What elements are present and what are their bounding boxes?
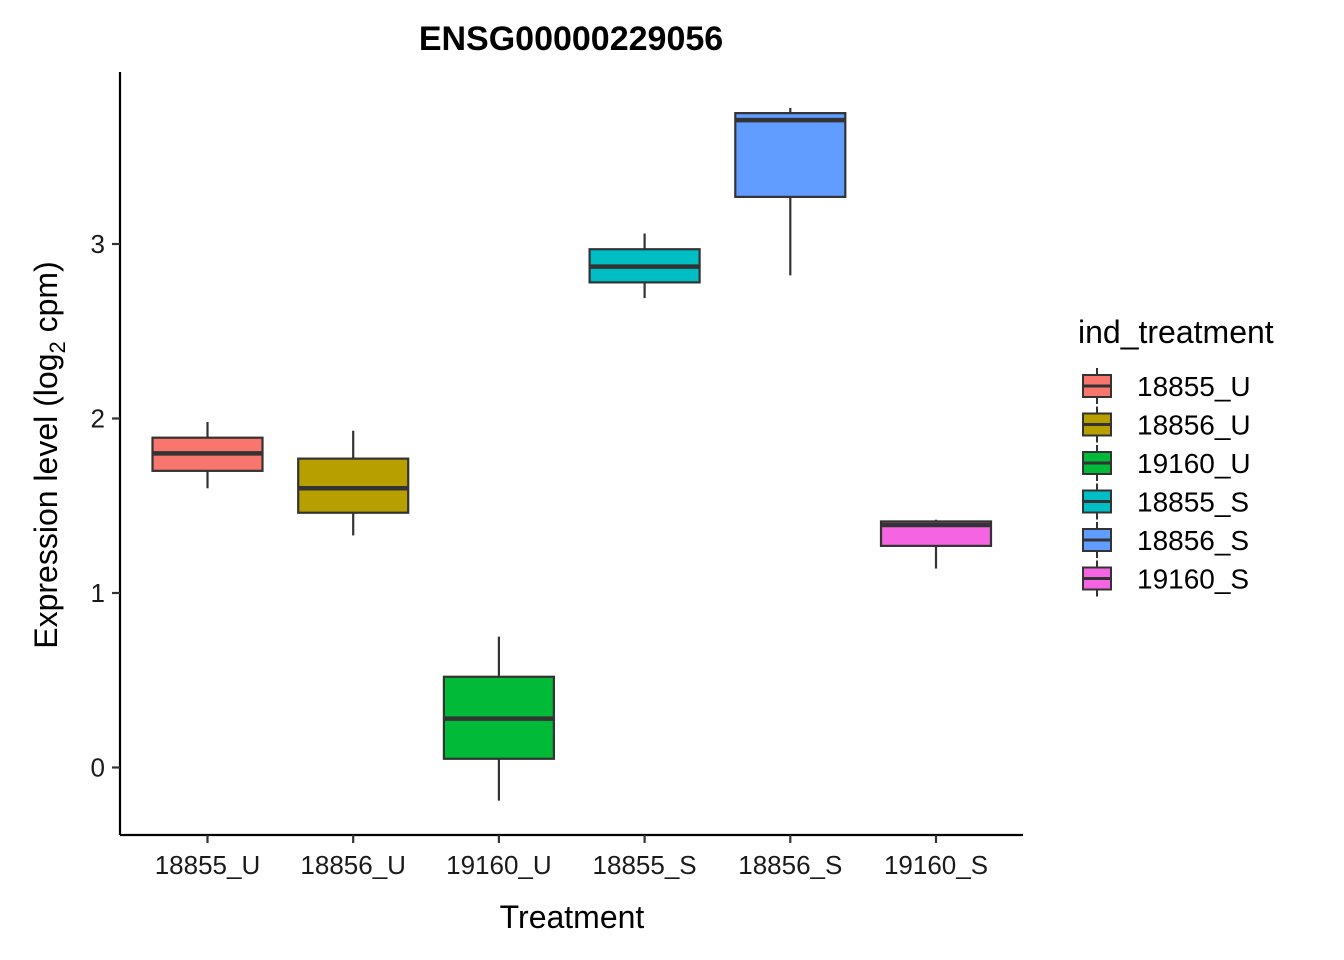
legend-label: 19160_U [1137,448,1251,479]
x-tick-label: 18856_U [300,850,406,880]
legend-item-19160_U: 19160_U [1082,445,1251,481]
y-ticks: 0 1 2 3 [91,229,120,783]
box-18855_S [588,233,701,299]
y-tick-label: 2 [91,404,105,434]
legend-label: 18856_S [1137,525,1249,556]
x-ticks: 18855_U 18856_U 19160_U 18855_S 18856_S 19160… [155,835,988,880]
box-iqr [297,457,410,514]
y-axis-title: Expression level (log2 cpm) [28,261,70,649]
box-iqr [734,112,847,198]
box-19160_S [879,519,993,569]
box-18856_U [297,430,410,536]
x-axis-title: Treatment [500,899,645,935]
y-tick-label: 1 [91,578,105,608]
legend-label: 18856_U [1137,410,1251,441]
legend: ind_treatment 18855_U 18856_U 19160_U 18855… [1078,314,1274,597]
legend-item-18856_U: 18856_U [1082,406,1251,443]
y-tick-label: 0 [91,753,105,783]
y-axis-title-main: Expression level (log [28,354,64,649]
legend-label: 18855_U [1137,371,1251,402]
y-tick-label: 3 [91,229,105,259]
legend-item-18856_S: 18856_S [1082,522,1249,558]
x-tick-label: 19160_U [446,850,552,880]
x-tick-label: 18855_S [593,850,697,880]
legend-item-19160_S: 19160_S [1082,560,1249,597]
legend-label: 19160_S [1137,564,1249,595]
legend-item-18855_S: 18855_S [1082,483,1249,520]
legend-item-18855_U: 18855_U [1082,368,1251,404]
box-18856_S [734,107,847,276]
legend-title: ind_treatment [1078,314,1274,350]
y-axis-title-subscript: 2 [45,341,70,353]
y-axis-title-suffix: cpm) [28,261,64,341]
box-18855_U [151,421,264,489]
x-tick-label: 18856_S [738,850,842,880]
chart-title: ENSG00000229056 [419,20,723,58]
x-tick-label: 19160_S [884,850,988,880]
x-tick-label: 18855_U [155,850,261,880]
plot-area [151,107,993,801]
box-19160_U [442,636,555,801]
legend-label: 18855_S [1137,487,1249,518]
